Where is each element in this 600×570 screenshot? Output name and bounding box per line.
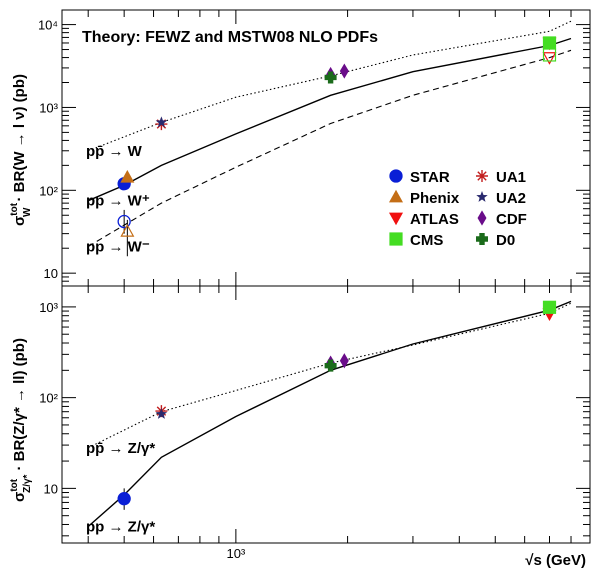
curve-label: pp → W⁻	[86, 238, 150, 255]
cdf-point	[339, 353, 349, 369]
theory-curve-dotted	[87, 302, 572, 449]
legend-label-ua2: UA2	[496, 190, 526, 207]
cms-point	[542, 48, 557, 62]
y-tick-label: 10	[44, 266, 58, 281]
curve-label: pp → W⁺	[86, 193, 150, 210]
legend-marker-cms	[389, 232, 403, 246]
legend-marker-ua1	[476, 170, 488, 182]
legend-marker-star	[389, 169, 403, 183]
legend-label-ua1: UA1	[496, 169, 526, 186]
bottom-frame	[61, 285, 591, 544]
bottom-y-axis-label: σtot Z/γ*· BR(Z/γ* → ll) (pb)	[9, 338, 33, 502]
ua2-point	[155, 116, 168, 128]
legend-marker-phenix	[388, 189, 404, 203]
y-tick-label: 10³	[39, 300, 58, 315]
y-tick-label: 10²	[39, 183, 58, 198]
curve-label: pp → Z/γ*	[86, 519, 155, 536]
ua2-point	[155, 408, 168, 419]
atlas-point	[542, 52, 557, 65]
legend-label-cms: CMS	[410, 232, 443, 249]
bottom-panel: 10 10² 10³ pp̄ → Z/γ* pp → Z/γ* 10³ √s (GeV…	[9, 285, 591, 569]
y-tick-label: 10⁴	[38, 18, 58, 33]
legend-label-atlas: ATLAS	[410, 211, 459, 228]
top-title: Theory: FEWZ and MSTW08 NLO PDFs	[82, 29, 378, 46]
curve-label: pp̄ → W	[86, 143, 143, 160]
y-tick-label: 10²	[39, 391, 58, 406]
cms-point	[542, 36, 557, 50]
x-tick-label-1000: 10³	[226, 546, 245, 561]
legend-marker-atlas	[388, 212, 404, 226]
legend-marker-ua2	[476, 191, 488, 202]
y-tick-label: 10	[44, 481, 58, 496]
cms-point	[542, 300, 557, 314]
d0-point	[324, 359, 337, 372]
x-axis-label: √s (GeV)	[525, 552, 586, 569]
top-panel: Theory: FEWZ and MSTW08 NLO PDFs 10 10² 10…	[9, 9, 591, 287]
curve-label: pp̄ → Z/γ*	[86, 440, 155, 457]
legend-marker-d0	[476, 233, 488, 245]
theory-curve-solid	[87, 300, 572, 528]
d0-point	[324, 71, 337, 84]
cdf-point	[339, 63, 349, 79]
legend-label-cdf: CDF	[496, 211, 527, 228]
legend-marker-cdf	[477, 210, 487, 226]
phenix-point	[120, 224, 135, 237]
star-point	[117, 214, 131, 229]
y-tick-label: 10³	[39, 100, 58, 115]
legend-label-star: STAR	[410, 169, 450, 186]
top-y-axis-label: σtot W· BR(W → l ν) (pb)	[9, 74, 33, 226]
legend-label-d0: D0	[496, 232, 515, 249]
star-point	[117, 492, 131, 506]
phenix-point	[120, 169, 135, 183]
legend-label-phenix: Phenix	[410, 190, 460, 207]
